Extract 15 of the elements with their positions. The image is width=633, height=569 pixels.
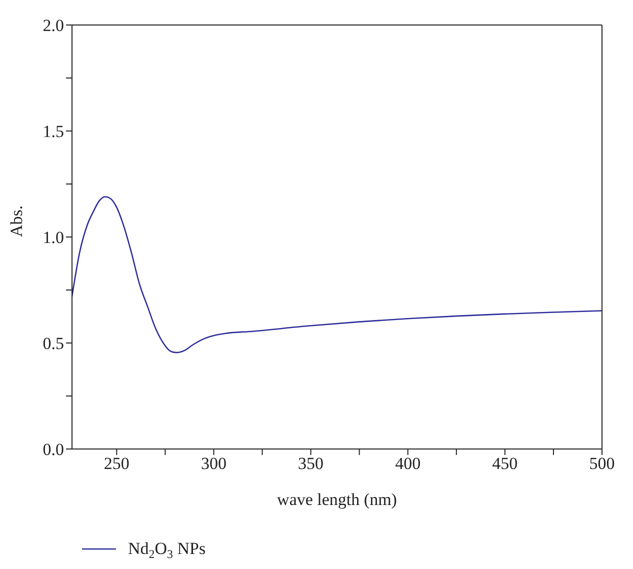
y-axis-title: Abs. <box>7 205 26 237</box>
y-tick-label: 1.0 <box>42 228 64 248</box>
y-tick-label: 0.5 <box>42 334 64 354</box>
x-tick-label: 500 <box>589 454 615 474</box>
x-tick-label: 300 <box>200 454 226 474</box>
y-tick-label: 0.0 <box>42 440 64 460</box>
y-tick-label: 2.0 <box>42 16 64 36</box>
x-tick-label: 400 <box>395 454 421 474</box>
x-tick-label: 250 <box>104 454 130 474</box>
line-series <box>72 196 602 354</box>
legend-label: Nd$_{2}$O$_{3}$ NPs <box>128 539 206 561</box>
x-tick-label: 350 <box>298 454 324 474</box>
x-axis-title: wave length (nm) <box>277 490 397 509</box>
x-tick-label: 450 <box>492 454 518 474</box>
y-tick-label: 1.5 <box>42 122 64 142</box>
